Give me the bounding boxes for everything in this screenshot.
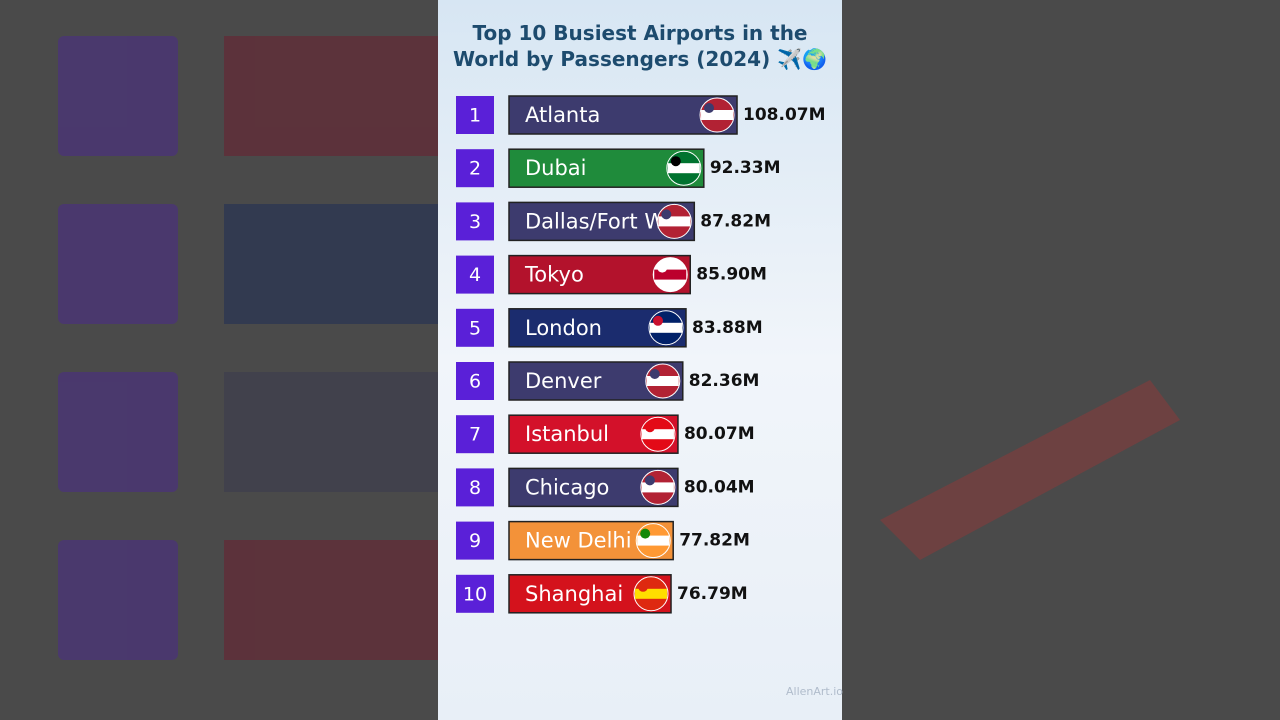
flag-emblem: [670, 156, 681, 167]
rank-box: [456, 96, 494, 134]
value-label: 92.33M: [710, 158, 781, 178]
value-label: 87.82M: [700, 211, 771, 231]
bar-label: Dubai: [525, 156, 587, 180]
rank-label: 3: [469, 211, 481, 233]
flag-band: [641, 429, 674, 440]
rank-box: [456, 362, 494, 400]
flag-band: [667, 163, 700, 174]
chart-title: Top 10 Busiest Airports in the World by …: [453, 21, 827, 71]
bar-label: Denver: [525, 369, 602, 393]
bar-label: London: [525, 316, 602, 340]
flag-band: [654, 269, 687, 280]
value-label: 82.36M: [689, 371, 760, 391]
rank-box: [456, 521, 494, 560]
rank-label: 4: [469, 264, 481, 286]
flag-emblem: [638, 581, 649, 592]
rank-label: 5: [469, 317, 481, 339]
rank-label: 7: [469, 424, 481, 446]
blurred-background: [58, 36, 1180, 660]
bar-label: Dallas/Fort Worth: [525, 209, 707, 233]
flag-band: [701, 110, 734, 120]
rank-label: 8: [469, 477, 481, 499]
bar-label: Chicago: [525, 475, 609, 499]
rank-box: [456, 415, 494, 454]
flag-band: [635, 588, 668, 599]
rank-label: 2: [469, 158, 481, 180]
rank-box: [456, 202, 494, 241]
bar-label: Atlanta: [525, 103, 600, 127]
flag-band: [637, 535, 670, 546]
value-label: 77.82M: [679, 531, 750, 551]
flag-emblem: [661, 209, 672, 220]
rank-box: [456, 468, 494, 507]
value-label: 108.07M: [743, 105, 826, 125]
bar-label: Tokyo: [524, 263, 584, 287]
flag-emblem: [652, 315, 663, 326]
rank-box: [456, 574, 494, 613]
rank-box: [456, 255, 494, 294]
bars: 1 Atlanta 108.07M 2 Dubai 92.33M 3 Dallas/Fort …: [456, 95, 826, 614]
value-label: 85.90M: [696, 265, 767, 285]
value-label: 83.88M: [692, 318, 763, 338]
flag-emblem: [644, 475, 655, 486]
bar-label: Istanbul: [525, 422, 609, 446]
rank-box: [456, 308, 494, 347]
flag-band: [658, 216, 691, 227]
rank-box: [456, 149, 494, 188]
flag-emblem: [704, 103, 715, 113]
value-label: 80.07M: [684, 424, 755, 444]
flag-band: [646, 376, 679, 386]
bar-label: New Delhi: [525, 529, 632, 553]
rank-label: 9: [469, 530, 481, 552]
bar: [508, 95, 738, 135]
flag-emblem: [640, 528, 651, 539]
flag-band: [641, 482, 674, 493]
rank-label: 10: [463, 583, 487, 605]
rank-label: 1: [469, 105, 481, 127]
value-label: 76.79M: [677, 584, 748, 604]
bar-label: Shanghai: [525, 582, 623, 606]
value-label: 80.04M: [684, 477, 755, 497]
rank-label: 6: [469, 371, 481, 393]
watermark: AllenArt.io: [786, 685, 843, 698]
flag-emblem: [649, 369, 660, 379]
flag-emblem: [644, 422, 655, 433]
flag-band: [649, 322, 682, 333]
flag-emblem: [657, 262, 668, 273]
